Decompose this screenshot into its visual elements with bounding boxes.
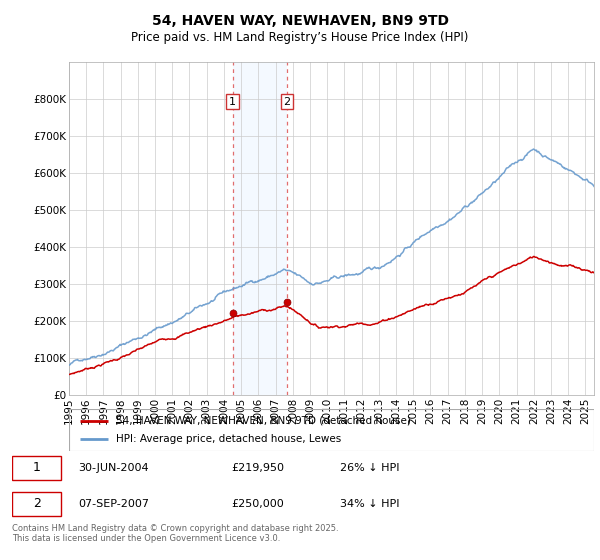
Text: 30-JUN-2004: 30-JUN-2004: [78, 463, 149, 473]
Text: 1: 1: [229, 96, 236, 106]
Text: 1: 1: [33, 461, 41, 474]
Text: £219,950: £219,950: [231, 463, 284, 473]
Text: Price paid vs. HM Land Registry’s House Price Index (HPI): Price paid vs. HM Land Registry’s House …: [131, 31, 469, 44]
Text: HPI: Average price, detached house, Lewes: HPI: Average price, detached house, Lewe…: [116, 434, 341, 444]
FancyBboxPatch shape: [12, 492, 61, 516]
Text: 34% ↓ HPI: 34% ↓ HPI: [340, 499, 400, 509]
Bar: [233, 62, 287, 395]
Text: 2: 2: [284, 96, 290, 106]
Text: 54, HAVEN WAY, NEWHAVEN, BN9 9TD (detached house): 54, HAVEN WAY, NEWHAVEN, BN9 9TD (detach…: [116, 416, 411, 426]
Text: Contains HM Land Registry data © Crown copyright and database right 2025.
This d: Contains HM Land Registry data © Crown c…: [12, 524, 338, 543]
Text: 54, HAVEN WAY, NEWHAVEN, BN9 9TD: 54, HAVEN WAY, NEWHAVEN, BN9 9TD: [151, 14, 449, 28]
Text: 07-SEP-2007: 07-SEP-2007: [78, 499, 149, 509]
Text: £250,000: £250,000: [231, 499, 284, 509]
FancyBboxPatch shape: [12, 455, 61, 480]
Text: 2: 2: [33, 497, 41, 510]
Text: 26% ↓ HPI: 26% ↓ HPI: [340, 463, 400, 473]
